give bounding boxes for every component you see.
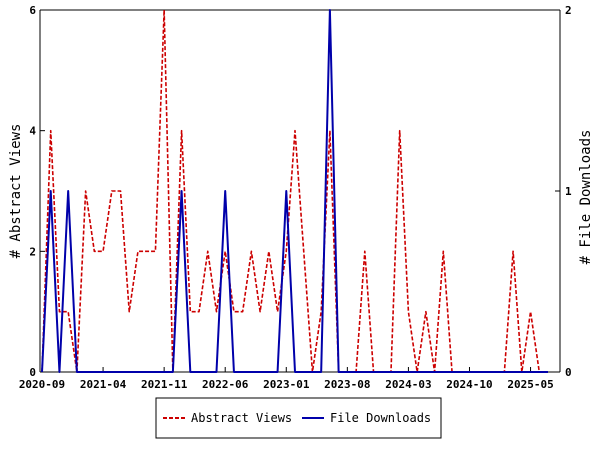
left-ticks: 0 2 4 6 — [29, 4, 45, 379]
x-tick-label: 2021-04 — [80, 378, 127, 391]
legend-box — [155, 397, 442, 439]
legend-label-file-downloads: File Downloads — [330, 411, 431, 425]
y-right-axis-title: # File Downloads — [578, 130, 594, 265]
x-tick-label: 2022-06 — [202, 378, 249, 391]
series-line-file-downloads — [41, 9, 548, 373]
right-ticks: 0 1 2 — [555, 4, 572, 379]
y-left-axis-title: # Abstract Views — [8, 124, 24, 259]
x-tick-label: 2021-11 — [141, 378, 188, 391]
series-line-abstract-views — [41, 9, 548, 373]
x-tick-label: 2023-01 — [263, 378, 310, 391]
left-tick-label: 4 — [29, 125, 36, 138]
right-tick-label: 1 — [565, 185, 572, 198]
series-layer — [41, 9, 548, 373]
legend: Abstract Views File Downloads — [155, 397, 442, 439]
right-tick-label: 0 — [565, 366, 572, 379]
x-tick-label: 2025-05 — [507, 378, 553, 391]
x-tick-label: 2023-08 — [324, 378, 370, 391]
legend-label-abstract-views: Abstract Views — [191, 411, 292, 425]
x-tick-label: 2024-03 — [385, 378, 431, 391]
left-tick-label: 2 — [29, 245, 36, 258]
x-tick-label: 2024-10 — [446, 378, 492, 391]
left-tick-label: 6 — [29, 4, 36, 17]
right-tick-label: 2 — [565, 4, 572, 17]
x-ticks: 2020-09 2021-04 2021-11 2022-06 2023-01 2023-… — [19, 367, 554, 391]
left-tick-label: 0 — [29, 366, 36, 379]
x-tick-label: 2020-09 — [19, 378, 65, 391]
